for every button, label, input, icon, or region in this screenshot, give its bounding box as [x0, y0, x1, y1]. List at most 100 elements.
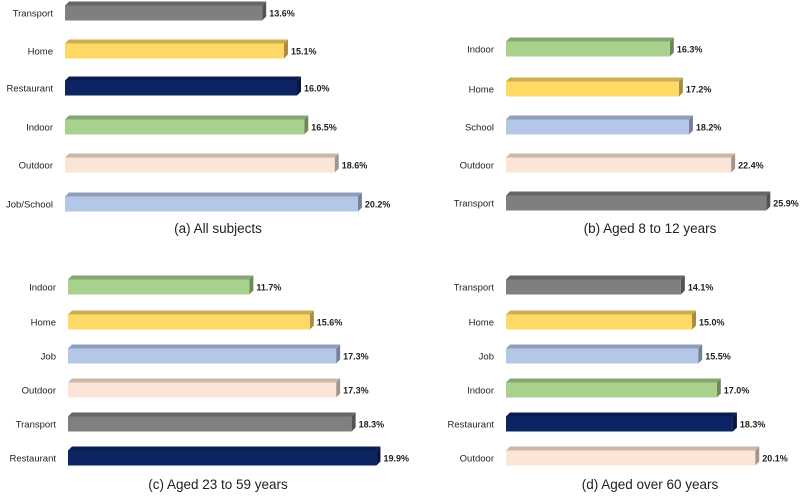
bar-restaurant: [68, 450, 377, 466]
value-label-transport: 13.6%: [269, 9, 295, 19]
bar-side-transport: [262, 1, 267, 21]
category-label-job: Job: [479, 352, 494, 363]
bar-top-indoor: [68, 275, 254, 280]
value-label-indoor: 17.0%: [724, 386, 750, 396]
bar-top-home: [506, 77, 683, 82]
bar-outdoor: [65, 157, 335, 173]
bar-outdoor: [506, 157, 732, 173]
bar-side-indoor: [669, 37, 674, 57]
bar-top-job: [506, 344, 703, 349]
bar-indoor: [506, 41, 670, 57]
bar-indoor: [506, 382, 717, 398]
category-label-indoor: Indoor: [467, 386, 494, 397]
panel-caption: (a) All subjects: [174, 221, 262, 236]
category-label-outdoor: Outdoor: [19, 161, 53, 172]
bar-transport: [506, 195, 767, 211]
bar-side-outdoor: [755, 446, 760, 466]
value-label-outdoor: 18.6%: [342, 161, 368, 171]
bar-side-school: [688, 115, 693, 135]
value-label-restaurant: 19.9%: [383, 454, 409, 464]
bar-top-home: [506, 310, 696, 315]
panel-b-aged-8-to-12: Indoor 16.3% Home 17.2% School 18.2% Outdoor 22…: [454, 37, 799, 236]
bar-home: [506, 314, 692, 330]
category-label-restaurant: Restaurant: [10, 454, 57, 465]
bar-side-indoor: [249, 275, 254, 295]
panel-caption: (b) Aged 8 to 12 years: [584, 221, 717, 236]
value-label-indoor: 16.3%: [677, 45, 703, 55]
category-label-home: Home: [469, 85, 494, 96]
bar-top-transport: [65, 1, 267, 6]
category-label-school: School: [465, 123, 494, 134]
panel-c-aged-23-to-59: Indoor 11.7% Home 15.6% Job 17.3% Outdoor 17.3%…: [10, 275, 409, 492]
bar-side-job-school: [357, 192, 362, 212]
category-label-indoor: Indoor: [29, 283, 56, 294]
value-label-outdoor: 20.1%: [762, 454, 788, 464]
category-label-job: Job: [41, 352, 56, 363]
bar-job-school: [65, 196, 358, 212]
value-label-job-school: 20.2%: [365, 200, 391, 210]
value-label-job: 17.3%: [343, 352, 369, 362]
bar-top-indoor: [506, 378, 721, 383]
value-label-restaurant: 18.3%: [740, 420, 766, 430]
bar-side-restaurant: [732, 412, 737, 432]
bar-top-transport: [68, 412, 356, 417]
bar-side-restaurant: [297, 76, 301, 96]
category-label-home: Home: [469, 318, 494, 329]
bar-top-transport: [506, 275, 685, 280]
bar-top-job: [68, 344, 341, 349]
value-label-job: 15.5%: [705, 352, 731, 362]
category-label-transport: Transport: [454, 199, 495, 210]
value-label-transport: 18.3%: [359, 420, 385, 430]
bar-top-job-school: [65, 192, 362, 197]
bar-transport: [68, 416, 352, 432]
bar-home: [65, 43, 284, 59]
bar-transport: [65, 5, 263, 21]
bar-side-home: [309, 310, 314, 330]
bar-job: [506, 348, 699, 364]
category-label-outdoor: Outdoor: [460, 454, 494, 465]
bar-top-restaurant: [68, 446, 381, 451]
bar-home: [68, 314, 310, 330]
bar-top-outdoor: [506, 446, 760, 451]
bar-side-outdoor: [731, 153, 736, 173]
value-label-indoor: 16.5%: [311, 123, 337, 133]
panel-a-all-subjects: Transport 13.6% Home 15.1% Restaurant 16.0% In…: [6, 1, 391, 236]
bar-side-home: [678, 77, 683, 97]
value-label-restaurant: 16.0%: [304, 84, 330, 94]
bar-top-outdoor: [506, 153, 736, 158]
bar-side-outdoor: [334, 153, 339, 173]
value-label-indoor: 11.7%: [256, 283, 281, 293]
bar-side-indoor: [716, 378, 721, 398]
category-label-outdoor: Outdoor: [22, 386, 56, 397]
bar-top-transport: [506, 191, 771, 196]
bar-side-indoor: [304, 115, 309, 135]
category-label-restaurant: Restaurant: [448, 420, 495, 431]
panel-d-aged-over-60: Transport 14.1% Home 15.0% Job 15.5% Indoor 17.…: [448, 275, 788, 492]
bar-top-indoor: [506, 37, 674, 42]
bar-side-transport: [680, 275, 685, 295]
category-label-transport: Transport: [454, 283, 495, 294]
category-label-outdoor: Outdoor: [460, 161, 494, 172]
bar-top-outdoor: [65, 153, 339, 158]
bar-transport: [506, 279, 681, 295]
bar-top-outdoor: [68, 378, 341, 383]
bar-top-indoor: [65, 115, 309, 120]
bar-side-home: [283, 39, 288, 59]
value-label-transport: 25.9%: [773, 199, 799, 209]
bar-outdoor: [68, 382, 337, 398]
panel-caption: (d) Aged over 60 years: [582, 477, 719, 492]
bar-top-restaurant: [506, 412, 737, 417]
bar-side-transport: [351, 412, 356, 432]
category-label-home: Home: [28, 47, 53, 58]
value-label-home: 17.2%: [686, 85, 712, 95]
bar-side-outdoor: [336, 378, 341, 398]
category-label-indoor: Indoor: [26, 123, 53, 134]
bar-top-home: [65, 39, 288, 44]
bar-side-job: [336, 344, 341, 364]
bar-outdoor: [506, 450, 756, 466]
bar-job: [68, 348, 337, 364]
bar-restaurant: [65, 80, 297, 96]
bar-side-home: [692, 310, 696, 330]
value-label-outdoor: 22.4%: [738, 161, 764, 171]
bar-top-restaurant: [65, 76, 301, 81]
